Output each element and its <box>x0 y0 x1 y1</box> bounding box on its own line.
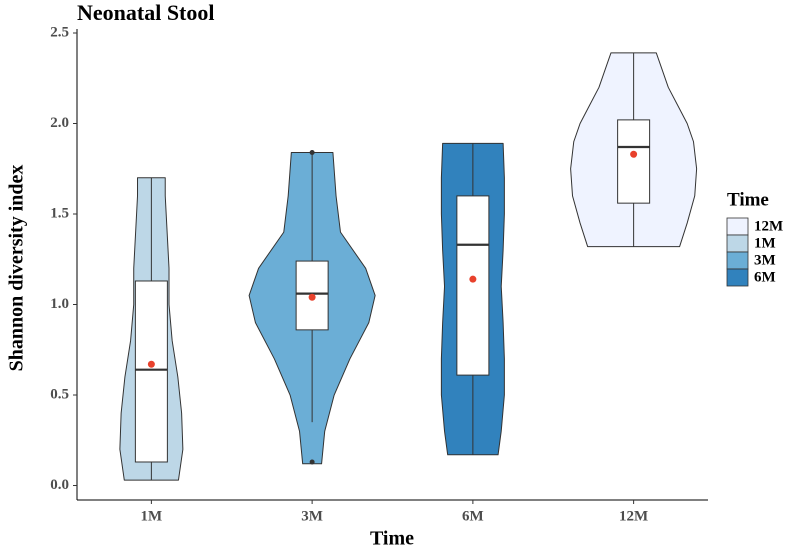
legend-title: Time <box>727 189 769 210</box>
outlier <box>309 459 315 465</box>
y-tick-label: 2.5 <box>50 24 69 40</box>
mean-point <box>147 360 155 368</box>
mean-point <box>469 275 477 283</box>
legend-key <box>726 268 749 287</box>
x-tick-label: 3M <box>301 508 323 524</box>
legend-label: 6M <box>754 269 776 285</box>
legend-key <box>726 251 749 270</box>
y-tick-label: 2.0 <box>50 115 69 131</box>
y-axis-label: Shannon diversity index <box>6 165 28 372</box>
mean-point <box>308 293 316 301</box>
x-tick-label: 1M <box>141 508 163 524</box>
chart-title: Neonatal Stool <box>77 0 215 25</box>
x-axis-label: Time <box>370 528 414 550</box>
y-tick-label: 1.0 <box>50 296 69 312</box>
box <box>134 280 168 463</box>
outlier <box>309 149 315 155</box>
legend-label: 12M <box>754 218 783 234</box>
legend-label: 3M <box>754 252 776 268</box>
legend-key <box>726 217 749 236</box>
y-tick-label: 0.5 <box>50 386 69 402</box>
box <box>617 119 651 204</box>
x-tick-label: 12M <box>619 508 648 524</box>
x-tick-label: 6M <box>462 508 484 524</box>
legend-key <box>726 234 749 253</box>
mean-point <box>630 150 638 158</box>
box <box>456 195 490 376</box>
y-tick-label: 0.0 <box>50 477 69 493</box>
legend-label: 1M <box>754 235 776 251</box>
y-tick-label: 1.5 <box>50 205 69 221</box>
